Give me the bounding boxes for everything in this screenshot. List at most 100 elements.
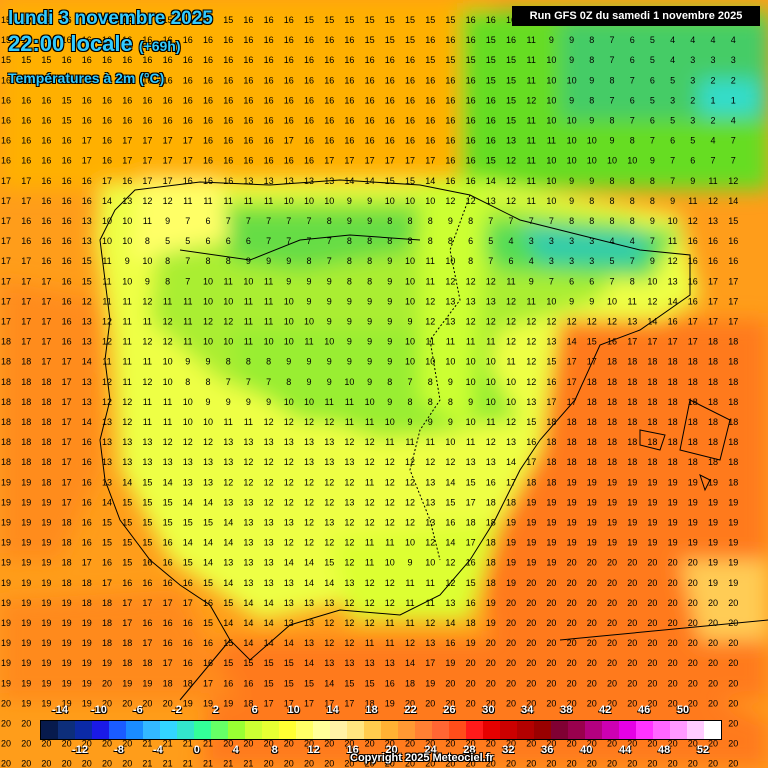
temperature-value: 17 — [82, 558, 92, 568]
temperature-value: 16 — [183, 176, 193, 186]
temperature-value: 16 — [163, 638, 173, 648]
temperature-value: 16 — [62, 35, 72, 45]
temperature-value: 14 — [324, 578, 334, 588]
temperature-value: 18 — [708, 397, 718, 407]
temperature-value: 15 — [62, 95, 72, 105]
temperature-value: 20 — [728, 678, 738, 688]
temperature-value: 8 — [407, 397, 412, 407]
temperature-value: 5 — [650, 95, 655, 105]
temperature-value: 16 — [41, 95, 51, 105]
temperature-value: 21 — [183, 739, 193, 749]
temperature-value: 11 — [385, 638, 394, 648]
temperature-value: 16 — [264, 55, 274, 65]
temperature-value: 7 — [508, 216, 513, 226]
temperature-value: 14 — [122, 477, 132, 487]
temperature-value: 10 — [365, 397, 375, 407]
temperature-value: 20 — [607, 618, 617, 628]
temperature-value: 16 — [324, 35, 334, 45]
temperature-value: 20 — [405, 759, 415, 768]
temperature-value: 18 — [41, 477, 51, 487]
temperature-value: 11 — [466, 337, 475, 347]
temperature-value: 19 — [587, 477, 597, 487]
temperature-value: 12 — [365, 578, 375, 588]
temperature-value: 14 — [82, 417, 92, 427]
temperature-value: 8 — [448, 397, 453, 407]
temperature-value: 15 — [223, 15, 233, 25]
temperature-value: 7 — [185, 216, 190, 226]
temperature-value: 10 — [122, 276, 132, 286]
temperature-value: 15 — [546, 357, 556, 367]
temperature-value: 16 — [365, 116, 375, 126]
temperature-value: 20 — [486, 698, 496, 708]
temperature-value: 10 — [506, 397, 516, 407]
temperature-value: 18 — [627, 357, 637, 367]
temperature-value: 19 — [203, 698, 213, 708]
temperature-value: 20 — [627, 698, 637, 708]
temperature-value: 10 — [567, 136, 577, 146]
temperature-value: 16 — [82, 457, 92, 467]
temperature-value: 10 — [284, 296, 294, 306]
temperature-value: 7 — [609, 95, 614, 105]
temperature-value: 19 — [21, 477, 31, 487]
temperature-value: 9 — [205, 357, 210, 367]
temperature-value: 20 — [567, 739, 577, 749]
temperature-value: 7 — [710, 156, 715, 166]
temperature-value: 17 — [163, 658, 173, 668]
temperature-value: 10 — [284, 397, 294, 407]
temperature-value: 16 — [264, 95, 274, 105]
temperature-value: 20 — [587, 558, 597, 568]
temperature-value: 20 — [506, 759, 516, 768]
temperature-value: 2 — [710, 116, 715, 126]
temperature-value: 16 — [62, 317, 72, 327]
temperature-value: 13 — [264, 518, 274, 528]
temperature-value: 15 — [466, 477, 476, 487]
temperature-value: 13 — [102, 457, 112, 467]
temperature-value: 11 — [304, 337, 313, 347]
temperature-value: 7 — [630, 116, 635, 126]
legend-swatch — [160, 721, 177, 739]
temperature-value: 20 — [627, 558, 637, 568]
temperature-value: 18 — [41, 417, 51, 427]
temperature-value: 18 — [21, 437, 31, 447]
temperature-value: 20 — [587, 658, 597, 668]
temperature-value: 14 — [284, 558, 294, 568]
temperature-value: 16 — [183, 116, 193, 126]
temperature-value: 18 — [587, 397, 597, 407]
temperature-value: 10 — [223, 337, 233, 347]
temperature-value: 18 — [21, 377, 31, 387]
temperature-value: 11 — [426, 437, 435, 447]
temperature-value: 16 — [264, 15, 274, 25]
temperature-value: 19 — [62, 658, 72, 668]
temperature-value: 16 — [688, 276, 698, 286]
temperature-value: 12 — [385, 598, 395, 608]
temperature-value: 13 — [486, 457, 496, 467]
temperature-value: 20 — [708, 759, 718, 768]
temperature-value: 13 — [324, 437, 334, 447]
temperature-value: 15 — [486, 156, 496, 166]
temperature-value: 8 — [286, 377, 291, 387]
temperature-value: 8 — [630, 196, 635, 206]
temperature-value: 15 — [284, 658, 294, 668]
temperature-value: 12 — [163, 337, 173, 347]
temperature-value: 16 — [62, 15, 72, 25]
temperature-value: 7 — [185, 256, 190, 266]
temperature-value: 10 — [567, 75, 577, 85]
temperature-value: 15 — [506, 116, 516, 126]
temperature-value: 20 — [587, 759, 597, 768]
temperature-value: 16 — [466, 15, 476, 25]
legend-label: 44 — [619, 744, 632, 756]
temperature-value: 18 — [243, 698, 253, 708]
temperature-value: 14 — [304, 558, 314, 568]
temperature-value: 7 — [549, 276, 554, 286]
temperature-value: 8 — [407, 236, 412, 246]
temperature-value: 20 — [728, 638, 738, 648]
temperature-value: 19 — [567, 538, 577, 548]
temperature-value: 15 — [102, 538, 112, 548]
temperature-value: 13 — [264, 176, 274, 186]
temperature-value: 18 — [688, 377, 698, 387]
temperature-value: 14 — [668, 296, 678, 306]
temperature-value: 20 — [62, 759, 72, 768]
temperature-value: 13 — [243, 176, 253, 186]
temperature-value: 12 — [304, 518, 314, 528]
temperature-value: 19 — [688, 518, 698, 528]
